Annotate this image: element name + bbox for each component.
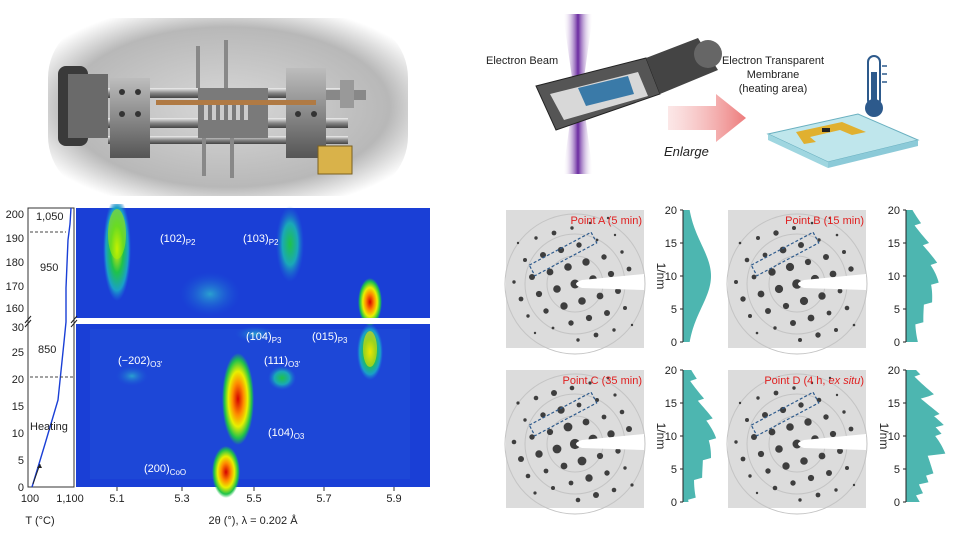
temperature-profile bbox=[31, 207, 72, 488]
peak-label-111-o3p: (111)O3' bbox=[264, 355, 301, 369]
profile-tick: 5 bbox=[894, 464, 900, 476]
profile-tick: 20 bbox=[665, 205, 677, 217]
profile-tick: 0 bbox=[894, 337, 900, 349]
membrane-label-1: Electron Transparent bbox=[722, 55, 824, 67]
y-tick-200: 200 bbox=[6, 209, 24, 221]
profile-tick: 20 bbox=[888, 365, 900, 377]
xrd-heatmap-figure: (102)P2 (103)P2 (104)P3 (015)P3 (−202)O3… bbox=[0, 197, 440, 531]
holder-tip-illustration bbox=[535, 38, 722, 131]
profile-tick: 15 bbox=[888, 398, 900, 410]
profile-tick: 15 bbox=[665, 398, 677, 410]
t-tick-100: 100 bbox=[21, 493, 39, 505]
electron-beam-label: Electron Beam bbox=[486, 55, 558, 67]
peak-label-103-p2: (103)P2 bbox=[243, 233, 279, 247]
saed-panel-a: Point A (5 min) 20 15 10 5 0 1/nm bbox=[504, 205, 711, 355]
profile-tick: 10 bbox=[665, 431, 677, 443]
peak-label-015-p3: (015)P3 bbox=[312, 331, 348, 345]
intensity-profile bbox=[906, 210, 939, 342]
enlarge-arrow bbox=[668, 94, 746, 142]
beam-stop bbox=[576, 274, 644, 290]
profile-tick: 5 bbox=[671, 304, 677, 316]
y-tick-15: 15 bbox=[12, 401, 24, 413]
y-tick-20: 20 bbox=[12, 374, 24, 386]
beam-stop bbox=[798, 274, 866, 290]
beam-stop bbox=[576, 434, 644, 450]
temp-950: 950 bbox=[40, 262, 58, 274]
saed-panel-d: Point D (4 h, ex situ) 20 15 10 5 0 1/nm bbox=[726, 365, 946, 515]
profile-region-box bbox=[528, 391, 598, 437]
y-tick-25: 25 bbox=[12, 347, 24, 359]
y-tick-10: 10 bbox=[12, 428, 24, 440]
peak-label-102-p2: (102)P2 bbox=[160, 233, 196, 247]
profile-tick: 0 bbox=[671, 497, 677, 509]
t-axis-label: T (°C) bbox=[25, 515, 54, 527]
profile-axis-label: 1/nm bbox=[877, 423, 891, 450]
saed-grid: Point A (5 min) 20 15 10 5 0 1/nm Point B (15 m… bbox=[500, 200, 960, 531]
x-axis-label: 2θ (°), λ = 0.202 Å bbox=[208, 514, 298, 527]
profile-tick: 15 bbox=[665, 238, 677, 250]
profile-tick: 0 bbox=[671, 337, 677, 349]
y-tick-190: 190 bbox=[6, 233, 24, 245]
tem-schematic: Electron Beam Enlarge Electron Transpare… bbox=[478, 14, 948, 194]
peak-label-200-coo: (200)CoO bbox=[144, 463, 186, 477]
y-tick-5: 5 bbox=[18, 455, 24, 467]
point-label: Point A (5 min) bbox=[570, 215, 642, 227]
membrane-label-2: Membrane bbox=[747, 69, 800, 81]
peak-label-202-o3p: (−202)O3' bbox=[118, 355, 163, 369]
y-tick-0: 0 bbox=[18, 482, 24, 494]
y-tick-160: 160 bbox=[6, 303, 24, 315]
membrane-chip bbox=[766, 113, 920, 168]
intensity-profile bbox=[683, 210, 711, 342]
holder-photo bbox=[48, 18, 408, 196]
y-tick-180: 180 bbox=[6, 257, 24, 269]
x-tick-5.7: 5.7 bbox=[316, 493, 331, 505]
x-tick-5.5: 5.5 bbox=[246, 493, 261, 505]
peak-label-104-p3: (104)P3 bbox=[246, 331, 282, 345]
point-label: Point B (15 min) bbox=[785, 215, 864, 227]
point-label: Point D (4 h, ex situ) bbox=[764, 375, 864, 387]
thermometer-icon bbox=[865, 55, 887, 117]
profile-axis-label: 1/nm bbox=[654, 423, 668, 450]
profile-region-box bbox=[750, 231, 820, 277]
profile-region-box bbox=[750, 391, 820, 437]
temp-850: 850 bbox=[38, 344, 56, 356]
beam-stop bbox=[798, 434, 866, 450]
intensity-profile bbox=[683, 370, 717, 502]
profile-tick: 10 bbox=[665, 271, 677, 283]
temp-1050: 1,050 bbox=[36, 211, 64, 223]
profile-tick: 20 bbox=[888, 205, 900, 217]
profile-axis-label: 1/nm bbox=[654, 263, 668, 290]
profile-tick: 20 bbox=[665, 365, 677, 377]
x-tick-5.3: 5.3 bbox=[174, 493, 189, 505]
heating-label: Heating bbox=[30, 421, 68, 433]
saed-panel-b: Point B (15 min) 20 15 10 5 0 bbox=[726, 205, 939, 355]
y-tick-170: 170 bbox=[6, 281, 24, 293]
profile-tick: 0 bbox=[894, 497, 900, 509]
y-tick-30: 30 bbox=[12, 322, 24, 334]
enlarge-label: Enlarge bbox=[664, 144, 709, 159]
membrane-label-3: (heating area) bbox=[739, 83, 808, 95]
peak-label-104-o3: (104)O3 bbox=[268, 427, 305, 441]
profile-tick: 15 bbox=[888, 238, 900, 250]
saed-panel-c: Point C (35 min) 20 15 10 5 0 1/nm bbox=[504, 365, 717, 515]
point-label: Point C (35 min) bbox=[563, 375, 642, 387]
profile-tick: 5 bbox=[894, 304, 900, 316]
intensity-profile bbox=[906, 370, 946, 502]
profile-tick: 10 bbox=[888, 271, 900, 283]
x-tick-5.9: 5.9 bbox=[386, 493, 401, 505]
temperature-panel bbox=[27, 207, 75, 488]
profile-tick: 10 bbox=[888, 431, 900, 443]
t-tick-1100: 1,100 bbox=[56, 493, 84, 505]
x-tick-5.1: 5.1 bbox=[109, 493, 124, 505]
profile-tick: 5 bbox=[671, 464, 677, 476]
